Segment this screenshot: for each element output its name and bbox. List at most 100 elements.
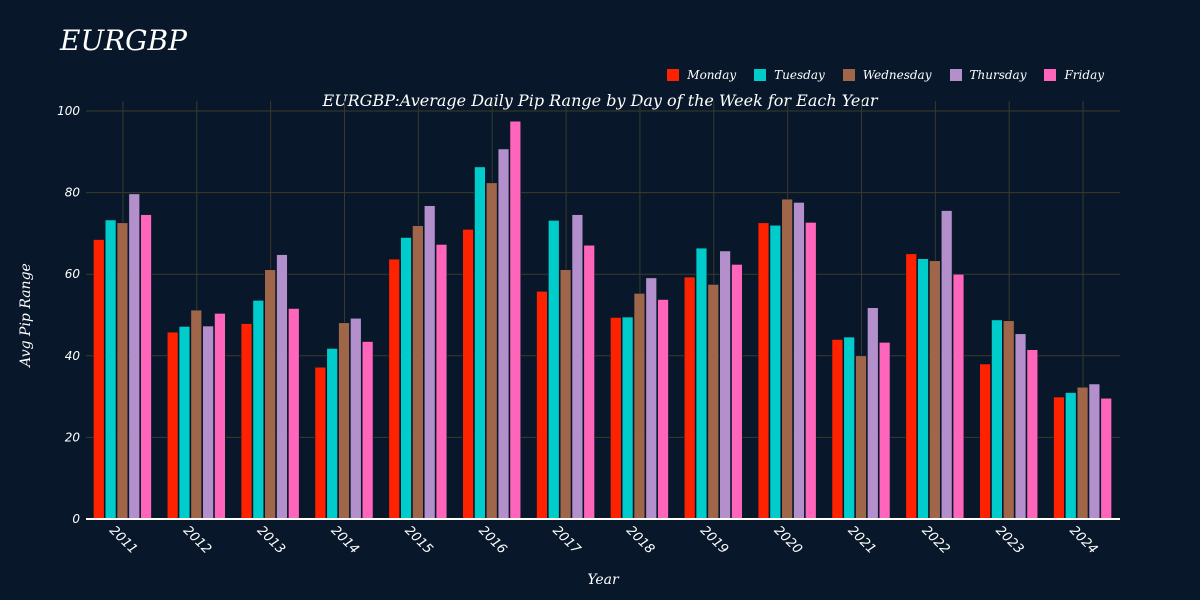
bar-tuesday-2021	[843, 336, 855, 520]
bar-friday-2021	[878, 342, 891, 520]
bar-monday-2020	[757, 222, 770, 520]
bar-tuesday-2013	[252, 300, 265, 520]
chart-title: EURGBP:Average Daily Pip Range by Day of…	[322, 91, 878, 110]
x-tick-label: 2023	[992, 523, 1026, 557]
bar-wednesday-2021	[855, 355, 867, 520]
legend-swatch-thursday	[949, 69, 962, 81]
y-tick-label: 80	[65, 186, 81, 200]
bar-wednesday-2015	[412, 225, 424, 520]
legend[interactable]: Monday Tuesday Wednesday Thursday Friday	[667, 68, 1104, 82]
legend-item-friday[interactable]: Friday	[1044, 68, 1104, 82]
bar-friday-2017	[583, 244, 595, 520]
legend-item-tuesday[interactable]: Tuesday	[754, 68, 825, 82]
bar-friday-2011	[140, 214, 152, 520]
bar-friday-2019	[731, 264, 743, 520]
legend-item-monday[interactable]: Monday	[667, 68, 736, 82]
bar-friday-2020	[805, 222, 817, 520]
bar-thursday-2023	[1014, 333, 1027, 520]
bar-wednesday-2022	[929, 260, 941, 520]
legend-label-monday: Monday	[687, 68, 737, 82]
legend-label-wednesday: Wednesday	[862, 68, 932, 82]
x-axis-title: Year	[587, 572, 620, 588]
legend-label-tuesday: Tuesday	[774, 68, 825, 82]
bar-thursday-2011	[128, 193, 140, 520]
bar-friday-2023	[1026, 349, 1039, 520]
x-tick-label: 2020	[771, 523, 805, 557]
bar-friday-2014	[361, 341, 374, 520]
y-axis-title: Avg Pip Range	[18, 263, 34, 369]
bar-thursday-2020	[793, 202, 805, 520]
legend-item-wednesday[interactable]: Wednesday	[842, 68, 932, 82]
bar-monday-2011	[93, 239, 105, 520]
bar-monday-2024	[1053, 396, 1065, 520]
bar-wednesday-2018	[633, 293, 646, 520]
x-tick-label: 2024	[1066, 523, 1100, 557]
bar-tuesday-2023	[991, 319, 1003, 520]
bar-wednesday-2011	[116, 222, 129, 520]
legend-swatch-wednesday	[842, 69, 855, 81]
bar-thursday-2017	[571, 214, 584, 520]
bar-wednesday-2017	[559, 269, 572, 520]
bar-tuesday-2024	[1065, 392, 1077, 520]
bar-tuesday-2012	[178, 326, 191, 520]
bar-monday-2014	[314, 366, 327, 520]
bar-wednesday-2023	[1003, 320, 1015, 520]
x-tick-label: 2021	[845, 523, 879, 557]
bar-tuesday-2020	[769, 224, 782, 520]
bar-monday-2019	[683, 276, 696, 520]
page-title: EURGBP	[60, 24, 187, 57]
bar-wednesday-2020	[781, 198, 793, 520]
bar-wednesday-2012	[190, 309, 203, 520]
x-tick-label: 2022	[919, 523, 953, 557]
x-tick-label: 2011	[106, 523, 140, 557]
bar-monday-2017	[536, 291, 548, 520]
x-tick-label: 2012	[180, 523, 214, 557]
bar-tuesday-2019	[695, 247, 708, 520]
bar-wednesday-2019	[707, 284, 720, 520]
bar-tuesday-2017	[548, 220, 560, 520]
y-tick-label: 100	[57, 104, 80, 118]
legend-swatch-tuesday	[754, 69, 767, 81]
y-tick-label: 20	[65, 430, 81, 444]
legend-label-friday: Friday	[1064, 68, 1104, 82]
bar-tuesday-2022	[917, 258, 929, 520]
legend-item-thursday[interactable]: Thursday	[949, 68, 1026, 82]
y-tick-label: 0	[72, 512, 80, 526]
bar-tuesday-2015	[400, 237, 412, 520]
bar-friday-2015	[435, 244, 448, 520]
x-tick-label: 2016	[475, 523, 509, 557]
bar-monday-2018	[610, 317, 622, 520]
bar-monday-2022	[905, 253, 917, 520]
bar-friday-2012	[214, 313, 226, 520]
y-tick-label: 60	[65, 267, 81, 281]
x-tick-label: 2018	[623, 523, 657, 557]
bar-monday-2021	[831, 339, 844, 520]
legend-swatch-friday	[1044, 69, 1057, 81]
bar-friday-2024	[1100, 397, 1112, 520]
bar-monday-2016	[462, 229, 474, 520]
legend-swatch-monday	[667, 69, 680, 81]
bar-thursday-2015	[423, 205, 436, 520]
bar-thursday-2013	[276, 254, 288, 520]
bar-thursday-2014	[350, 317, 362, 520]
bar-tuesday-2018	[621, 316, 634, 520]
bar-tuesday-2016	[474, 166, 486, 520]
bar-wednesday-2013	[264, 269, 276, 520]
bar-thursday-2021	[867, 307, 879, 520]
y-tick-label: 40	[65, 349, 81, 363]
bar-friday-2022	[952, 273, 965, 520]
x-tick-label: 2015	[402, 523, 436, 557]
x-tick-label: 2017	[549, 523, 584, 558]
bar-monday-2013	[240, 323, 253, 520]
x-tick-label: 2019	[697, 523, 731, 557]
x-tick-label: 2014	[328, 523, 362, 557]
bar-monday-2015	[388, 258, 400, 520]
bar-thursday-2018	[645, 277, 657, 520]
bar-thursday-2024	[1088, 383, 1101, 520]
bar-friday-2018	[657, 299, 669, 520]
bar-thursday-2019	[719, 250, 731, 520]
bar-wednesday-2024	[1076, 386, 1089, 520]
bar-monday-2012	[166, 331, 179, 520]
bar-friday-2016	[509, 120, 522, 520]
